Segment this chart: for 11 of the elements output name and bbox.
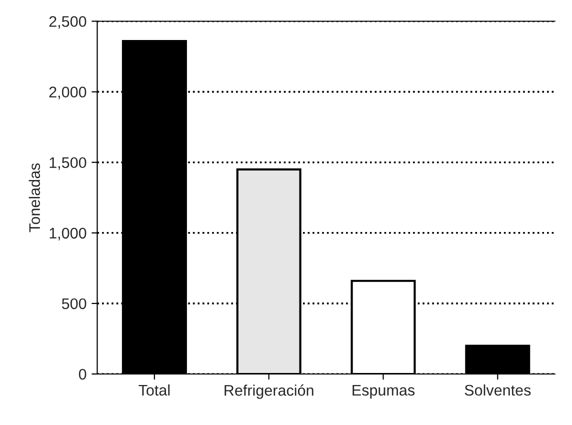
y-axis-title: Toneladas <box>28 163 40 232</box>
x-tick-label: Solventes <box>464 384 531 396</box>
y-tick-label: 0 <box>78 368 86 380</box>
x-tick-label: Total <box>138 384 170 396</box>
y-tick-label: 500 <box>62 298 86 310</box>
x-tick-label: Refrigeración <box>224 384 314 399</box>
y-tick-label: 1,000 <box>50 228 86 240</box>
y-tick-label: 2,500 <box>49 16 86 29</box>
y-tick-label: 2,000 <box>49 86 86 100</box>
y-tick-label: 1,500 <box>50 157 86 170</box>
x-tick-label: Espumas <box>352 384 415 399</box>
